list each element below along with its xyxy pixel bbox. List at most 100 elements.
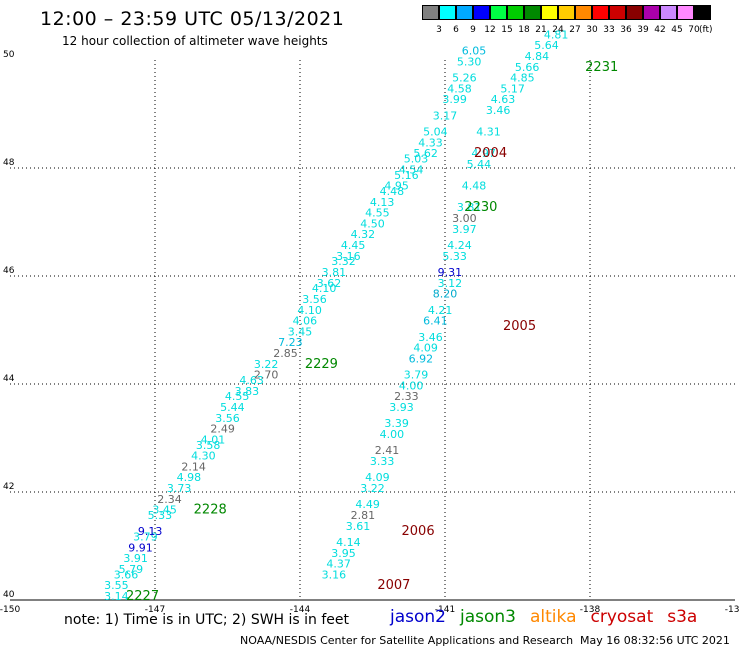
swh-value-label: 4.21 [428, 304, 453, 317]
swh-value-label: 4.58 [447, 82, 472, 95]
satellite-name: jason3 [460, 607, 516, 627]
swh-value-label: 4.06 [293, 315, 318, 328]
swh-value-label: 6.92 [409, 352, 434, 365]
color-scale-label: 3 [436, 25, 442, 35]
time-label: 2005 [503, 319, 536, 334]
swh-value-label: 4.00 [399, 379, 424, 392]
chart-subtitle: 12 hour collection of altimeter wave hei… [62, 34, 328, 48]
timestamp-text: May 16 08:32:56 UTC 2021 [580, 634, 730, 647]
swh-value-label: 3.58 [196, 439, 221, 452]
swh-value-label: 3.79 [404, 369, 429, 382]
color-scale-label: 24 [552, 25, 564, 35]
swh-value-label: 2.33 [394, 390, 419, 403]
color-scale-label: 30 [586, 25, 598, 35]
swh-value-label: 3.83 [235, 385, 260, 398]
swh-value-label: 4.55 [225, 390, 250, 403]
credit-text: NOAA/NESDIS Center for Satellite Applica… [240, 634, 574, 647]
swh-value-label: 3.79 [133, 531, 158, 544]
color-swatch [456, 5, 473, 20]
swh-value-label: 5.17 [500, 82, 525, 95]
swh-value-label: 3.66 [114, 568, 139, 581]
color-scale-label: 42 [654, 25, 666, 35]
swh-value-label: 4.31 [476, 126, 501, 139]
swh-value-label: 4.32 [351, 228, 376, 241]
time-label: 2228 [194, 503, 227, 518]
swh-value-label: 3.99 [442, 93, 467, 106]
color-scale-label: 18 [518, 25, 530, 35]
swh-value-label: 3.55 [104, 579, 129, 592]
satellite-name: cryosat [590, 607, 654, 627]
swh-value-label: 2.41 [375, 444, 400, 457]
swh-value-label: 9.31 [438, 266, 463, 279]
color-swatch [592, 5, 609, 20]
color-swatch [422, 5, 439, 20]
x-tick-label: -141 [435, 605, 455, 615]
x-tick-label: -147 [145, 605, 165, 615]
swh-value-label: 7.23 [278, 336, 303, 349]
color-swatch [473, 5, 490, 20]
swh-value-label: 5.26 [452, 72, 477, 85]
time-label: 2229 [305, 357, 338, 372]
swh-value-label: 3.32 [331, 255, 356, 268]
swh-value-label: 9.91 [128, 541, 153, 554]
color-swatch [609, 5, 626, 20]
satellite-legend: jason2 jason3 altika cryosat s3a [390, 607, 711, 627]
x-tick-label: -144 [290, 605, 311, 615]
color-swatch [575, 5, 592, 20]
swh-value-label: 4.45 [341, 239, 366, 252]
x-tick-label: -138 [580, 605, 601, 615]
swh-value-label: 3.93 [389, 401, 414, 414]
swh-value-label: 3.17 [433, 109, 458, 122]
color-scale-label: 33 [603, 25, 615, 35]
color-scale-label: 45 [671, 25, 683, 35]
swh-value-label: 3.46 [486, 104, 511, 117]
swh-value-label: 4.13 [370, 196, 395, 209]
swh-value-label: 4.00 [380, 428, 405, 441]
swh-value-label: 3.16 [336, 250, 361, 263]
x-tick-label: -135 [725, 605, 740, 615]
y-tick-label: 46 [3, 266, 15, 276]
swh-value-label: 4.14 [336, 536, 361, 549]
color-swatch [541, 5, 558, 20]
time-label: 2227 [126, 589, 159, 604]
swh-value-label: 6.41 [423, 315, 448, 328]
swh-value-label: 2.85 [273, 347, 298, 360]
swh-value-label: 3.00 [452, 212, 477, 225]
swh-value-label: 5.44 [467, 158, 492, 171]
satellite-name: s3a [667, 607, 698, 627]
swh-value-label: 3.73 [167, 482, 192, 495]
swh-value-label: 2.49 [210, 423, 235, 436]
satellite-name: altika [530, 607, 577, 627]
swh-value-label: 5.03 [404, 153, 429, 166]
swh-value-label: 4.81 [544, 28, 569, 41]
swh-value-label: 3.91 [123, 552, 148, 565]
swh-value-label: 5.79 [119, 563, 144, 576]
swh-value-label: 3.45 [288, 325, 313, 338]
swh-value-label: 3.39 [384, 417, 409, 430]
swh-value-label: 3.45 [152, 504, 177, 517]
color-swatch [643, 5, 660, 20]
x-tick-label: -150 [0, 605, 20, 615]
color-scale-label: 36 [620, 25, 632, 35]
swh-value-label: 5.44 [220, 401, 245, 414]
swh-value-label: 4.09 [365, 471, 390, 484]
swh-value-label: 3.22 [254, 358, 279, 371]
swh-value-label: 4.85 [510, 72, 535, 85]
y-tick-label: 44 [3, 374, 15, 384]
swh-value-label: 4.98 [177, 471, 202, 484]
color-swatch [694, 5, 711, 20]
swh-value-label: 5.62 [413, 147, 438, 160]
swh-value-label: 3.97 [452, 223, 477, 236]
time-label: 2004 [474, 146, 507, 161]
swh-value-label: 3.81 [457, 201, 482, 214]
swh-value-label: 4.54 [399, 163, 424, 176]
footer-note: note: 1) Time is in UTC; 2) SWH is in fe… [64, 612, 350, 628]
swh-value-label: 9.13 [138, 525, 163, 538]
swh-value-label: 5.04 [423, 126, 448, 139]
swh-value-label: 5.33 [148, 509, 173, 522]
y-tick-label: 40 [3, 590, 15, 600]
swh-value-label: 3.22 [360, 482, 385, 495]
swh-value-label: 8.20 [433, 288, 458, 301]
swh-value-label: 5.64 [534, 39, 559, 52]
